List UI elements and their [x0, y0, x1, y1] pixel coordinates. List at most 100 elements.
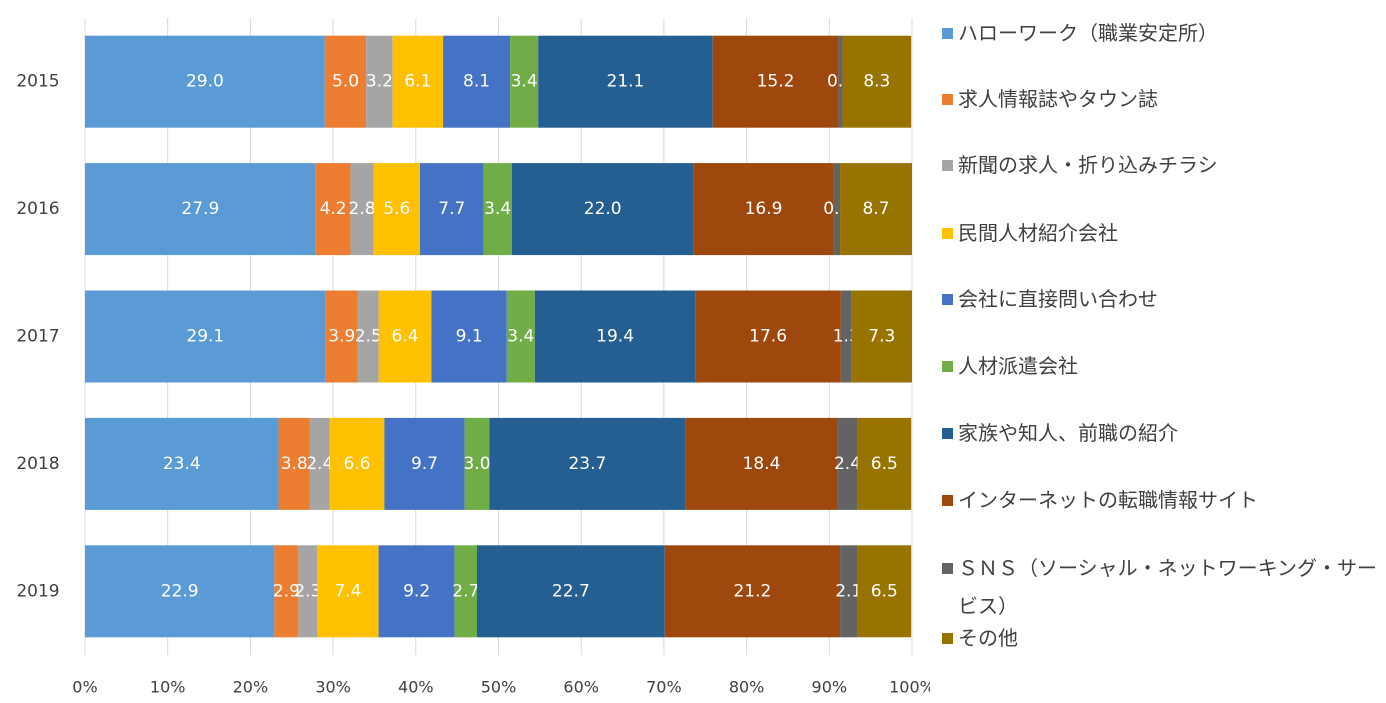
bar-segment [464, 417, 490, 510]
legend-item: 家族や知人、前職の紹介 [942, 414, 1378, 452]
bar-segment [857, 417, 912, 510]
data-label: 23.7 [568, 454, 606, 474]
data-label: 8.1 [463, 72, 490, 92]
data-label: 22.7 [552, 581, 590, 601]
bar-segment [384, 417, 465, 510]
legend-swatch [942, 94, 953, 105]
legend-swatch [942, 495, 953, 506]
legend-label: ハローワーク（職業安定所） [958, 21, 1218, 45]
data-label: 6.5 [871, 454, 898, 474]
legend-item: 会社に直接問い合わせ [942, 280, 1378, 318]
bar-segment [857, 545, 912, 638]
x-tick-label: 50% [481, 678, 517, 697]
data-label: 3.0 [463, 454, 490, 474]
bar-segment [664, 545, 841, 638]
data-label: 2.1 [835, 581, 862, 601]
bar-segment [309, 417, 330, 510]
bar-segment [538, 35, 713, 128]
legend-swatch [942, 228, 953, 239]
bar-segment [85, 35, 325, 128]
legend-swatch [942, 160, 953, 171]
bar-segment [325, 290, 358, 383]
y-tick-label: 2018 [16, 454, 59, 474]
data-label: 6.1 [404, 72, 431, 92]
bar-segment [315, 163, 351, 256]
data-label: 8.7 [863, 199, 890, 219]
data-label: 2.3 [294, 581, 321, 601]
bar-segment [695, 290, 841, 383]
bar-segment [838, 35, 843, 128]
bar-segment [510, 35, 539, 128]
data-label: 2.5 [355, 327, 382, 347]
legend-label: 人材派遣会社 [958, 354, 1078, 378]
data-label: 3.9 [328, 327, 355, 347]
bar-segment [833, 163, 841, 256]
y-tick-label: 2015 [16, 72, 59, 92]
bar-segment [324, 35, 367, 128]
data-label: 9.7 [411, 454, 438, 474]
bar-segment [840, 163, 912, 256]
bar-segment [712, 35, 839, 128]
legend-item: 民間人材紹介会社 [942, 214, 1378, 252]
bar-segment [476, 545, 665, 638]
legend-item: 人材派遣会社 [942, 347, 1378, 385]
legend-label: 会社に直接問い合わせ [958, 287, 1158, 311]
x-tick-label: 30% [315, 678, 351, 697]
bar-segment [511, 163, 694, 256]
bar-segment [454, 545, 477, 638]
data-label: 3.4 [511, 72, 538, 92]
chart: 0% 10% 20% 30% 40% 50% 60% 70% 80% 90% 100% 2015 29.… [16, 18, 930, 697]
legend-swatch [942, 563, 953, 574]
data-label: 18.4 [743, 454, 781, 474]
data-label: 3.4 [507, 327, 534, 347]
data-label: 2.8 [349, 199, 376, 219]
data-label: 6.5 [871, 581, 898, 601]
bar-segment [489, 417, 686, 510]
bar-segment [317, 545, 379, 638]
bar-segment [483, 163, 512, 256]
legend-swatch [942, 633, 953, 644]
bar-segment [357, 290, 379, 383]
bar-segment [506, 290, 535, 383]
data-label: 2.4 [834, 454, 861, 474]
data-label: 3.2 [366, 72, 393, 92]
legend-label: 民間人材紹介会社 [958, 221, 1118, 245]
legend-item: インターネットの転職情報サイト [942, 481, 1378, 519]
x-tick-label: 10% [150, 678, 186, 697]
data-label: 7.7 [438, 199, 465, 219]
legend-item: ハローワーク（職業安定所） [942, 14, 1378, 52]
bar-segment [693, 163, 834, 256]
bar-segment [366, 35, 393, 128]
bar-segment [298, 545, 318, 638]
legend-label: その他 [958, 626, 1018, 650]
legend-item: 新聞の求人・折り込みチラシ [942, 146, 1378, 184]
legend-label: 家族や知人、前職の紹介 [958, 421, 1178, 445]
y-tick-label: 2017 [16, 327, 59, 347]
x-tick-label: 70% [646, 678, 682, 697]
bar-segment [842, 35, 912, 128]
data-label: 2.7 [452, 581, 479, 601]
x-tick-label: 100% [889, 678, 930, 697]
bar-segment [274, 545, 299, 638]
data-label: 23.4 [163, 454, 201, 474]
data-label: 21.1 [607, 72, 645, 92]
legend-label: ＳＮＳ（ソーシャル・ネットワーキング・サービス） [958, 556, 1377, 618]
bar-segment [373, 163, 420, 256]
data-label: 2.9 [273, 581, 300, 601]
bar-segment [431, 290, 507, 383]
x-tick-label: 90% [812, 678, 848, 697]
bar-segment [443, 35, 511, 128]
data-label: 22.9 [161, 581, 199, 601]
x-tick-label: 40% [398, 678, 434, 697]
x-tick-label: 80% [729, 678, 765, 697]
legend-item: その他 [942, 619, 1378, 657]
bar-segment [419, 163, 484, 256]
data-label: 22.0 [584, 199, 622, 219]
data-label: 5.6 [383, 199, 410, 219]
data-label: 7.3 [868, 327, 895, 347]
bar-segment [840, 545, 858, 638]
bar-segment [851, 290, 912, 383]
x-tick-label: 0% [72, 678, 97, 697]
bar-segment [85, 290, 326, 383]
legend-label: 求人情報誌やタウン誌 [958, 87, 1158, 111]
